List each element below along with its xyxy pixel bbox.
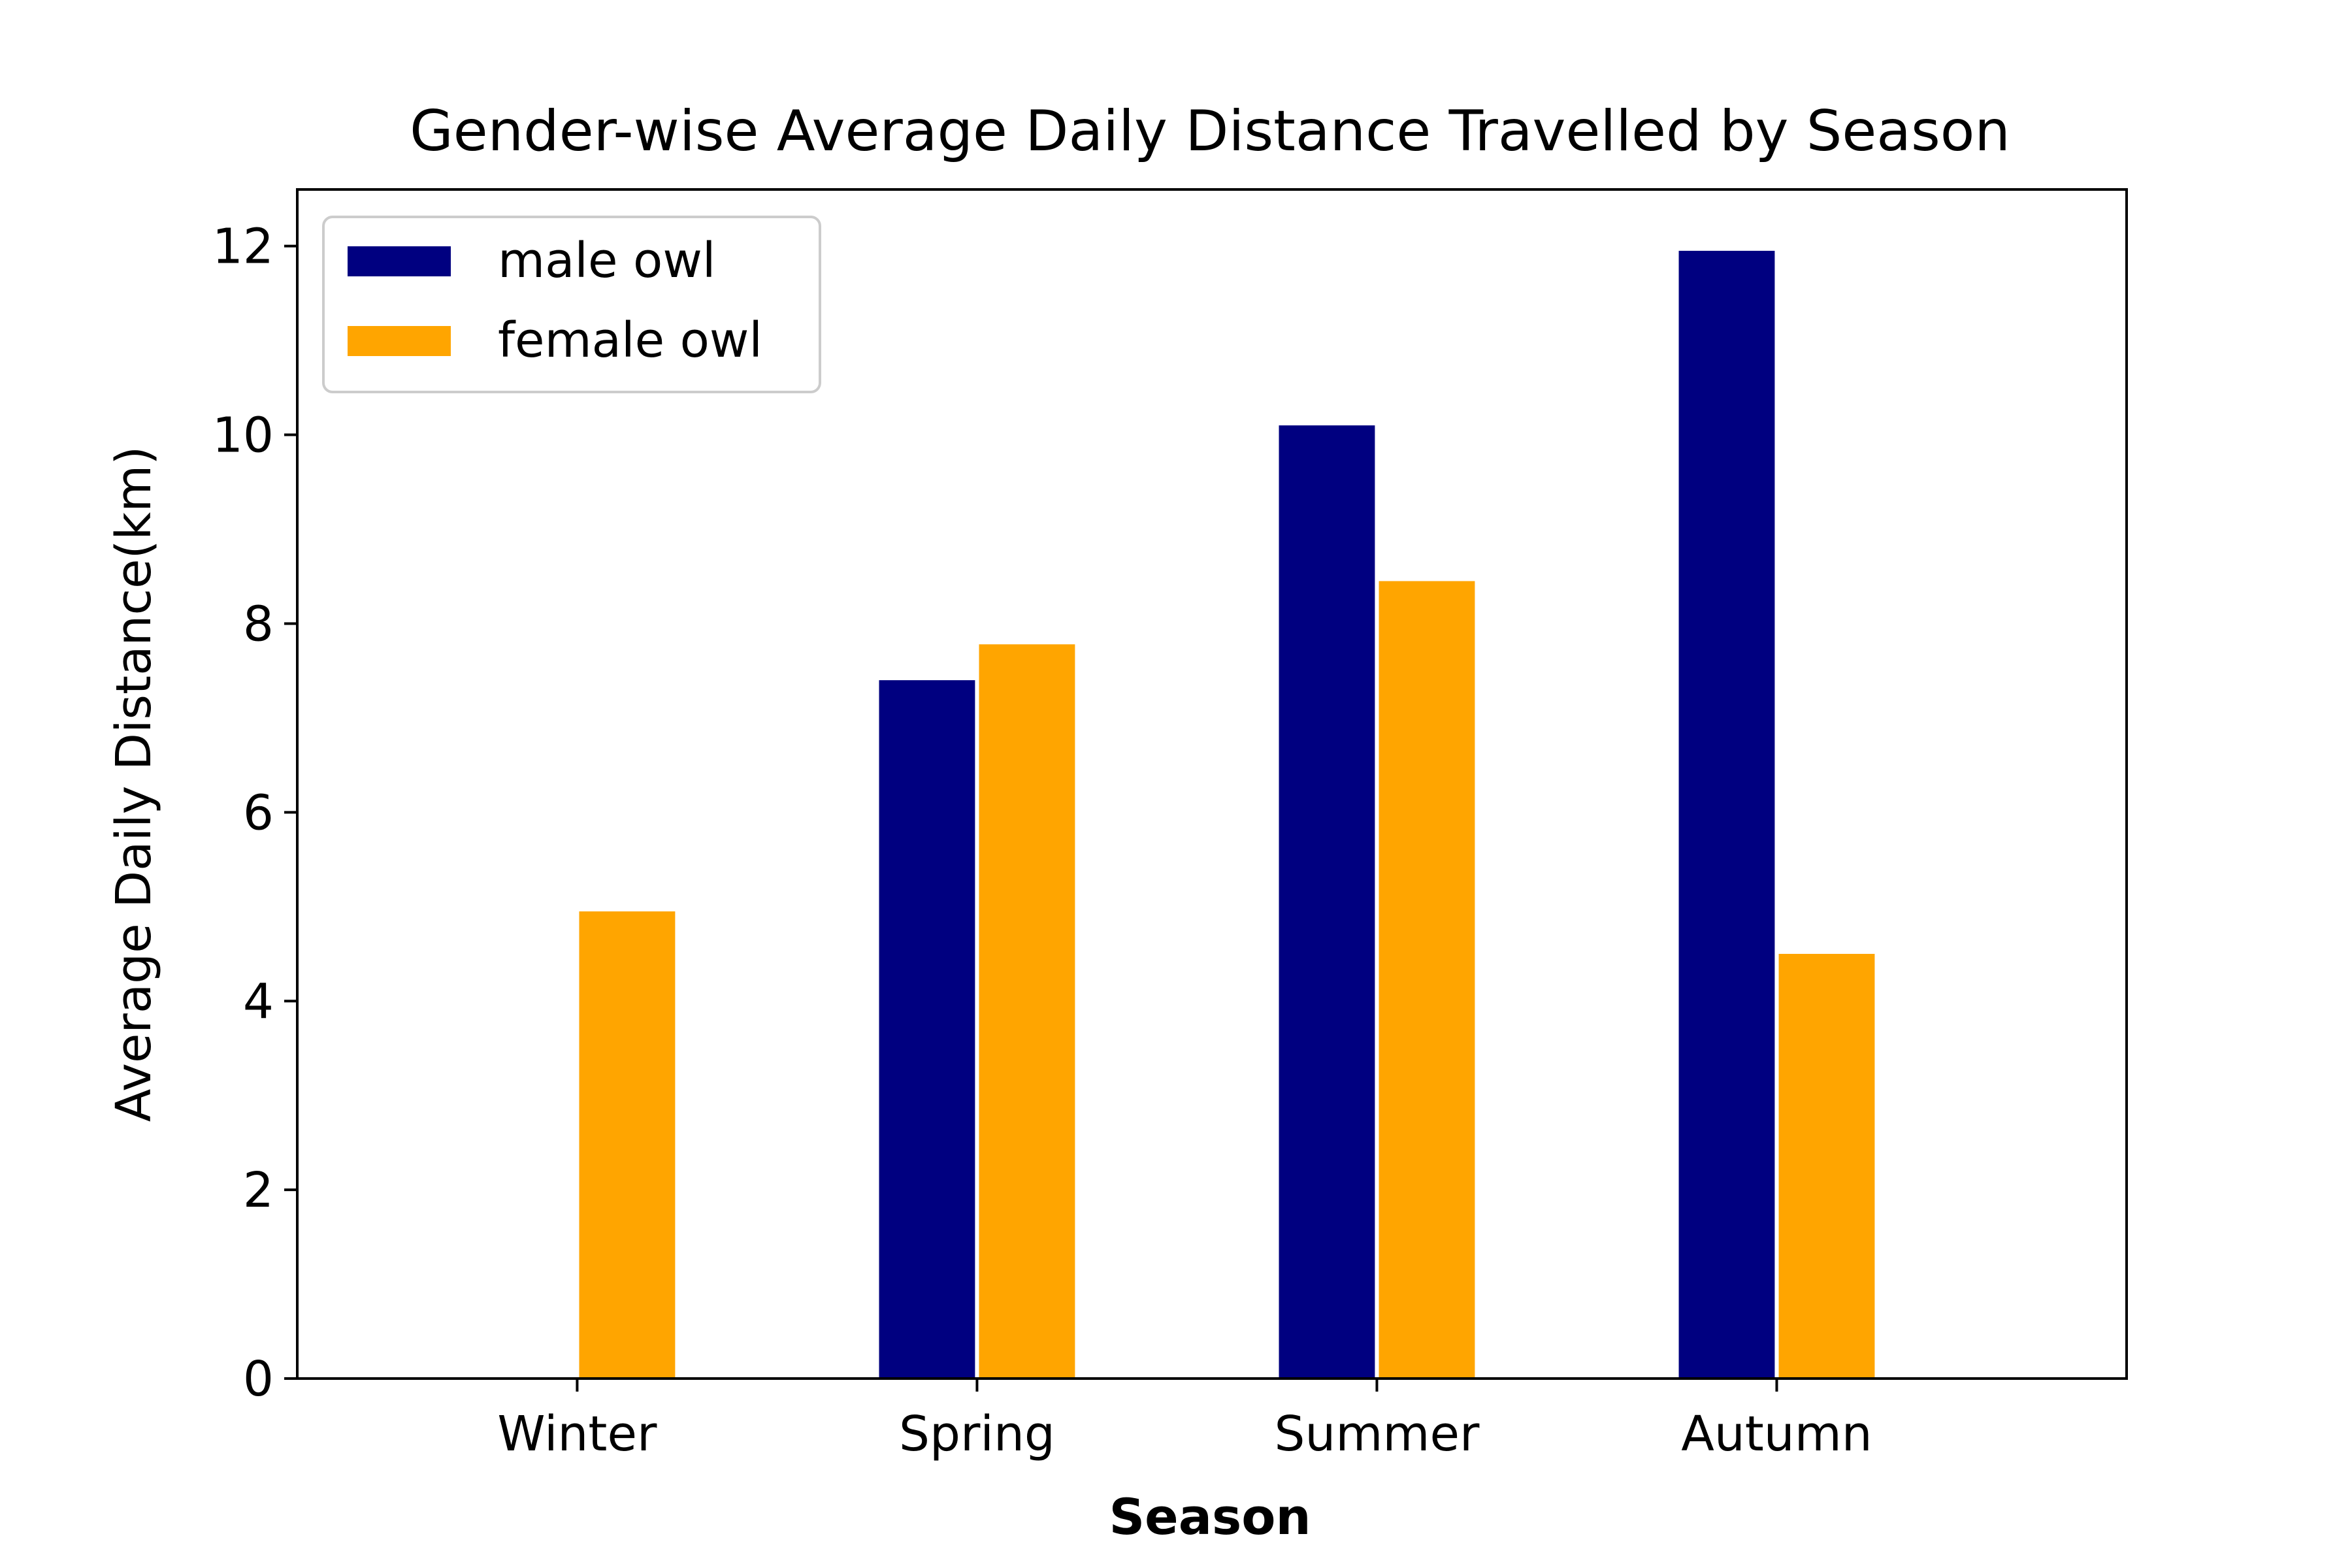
bars-group xyxy=(579,250,1875,1379)
x-axis-ticks: Winter Spring Summer Autumn xyxy=(497,1379,1872,1462)
bar-female-owl-winter xyxy=(579,911,676,1379)
y-tick-label-0: 0 xyxy=(243,1351,274,1407)
y-tick-label-10: 10 xyxy=(212,408,274,464)
x-tick-label-spring: Spring xyxy=(899,1406,1055,1462)
legend: male owl female owl xyxy=(322,216,821,393)
bar-male-owl-spring xyxy=(879,680,975,1379)
y-tick-label-6: 6 xyxy=(243,785,274,841)
legend-label-female-owl: female owl xyxy=(498,312,762,368)
legend-swatch-male-owl xyxy=(348,246,451,276)
bar-male-owl-autumn xyxy=(1678,250,1775,1379)
x-axis-label: Season xyxy=(1109,1488,1311,1546)
bar-female-owl-summer xyxy=(1379,581,1475,1379)
chart-title: Gender-wise Average Daily Distance Trave… xyxy=(410,99,2010,164)
y-tick-label-8: 8 xyxy=(243,596,274,652)
y-axis-ticks: 0 2 4 6 8 10 12 xyxy=(212,219,297,1407)
x-tick-label-summer: Summer xyxy=(1274,1406,1480,1462)
bar-female-owl-spring xyxy=(979,644,1075,1379)
y-tick-label-2: 2 xyxy=(243,1162,274,1218)
plot-frame xyxy=(296,188,2128,1380)
legend-swatch-female-owl xyxy=(348,326,451,356)
bar-female-owl-autumn xyxy=(1778,954,1875,1379)
y-axis-label: Average Daily Distance(km) xyxy=(106,446,162,1122)
x-tick-label-autumn: Autumn xyxy=(1681,1406,1872,1462)
x-tick-label-winter: Winter xyxy=(497,1406,657,1462)
y-tick-label-4: 4 xyxy=(243,973,274,1030)
bar-male-owl-summer xyxy=(1279,425,1375,1379)
legend-label-male-owl: male owl xyxy=(498,233,715,289)
y-tick-label-12: 12 xyxy=(212,219,274,275)
